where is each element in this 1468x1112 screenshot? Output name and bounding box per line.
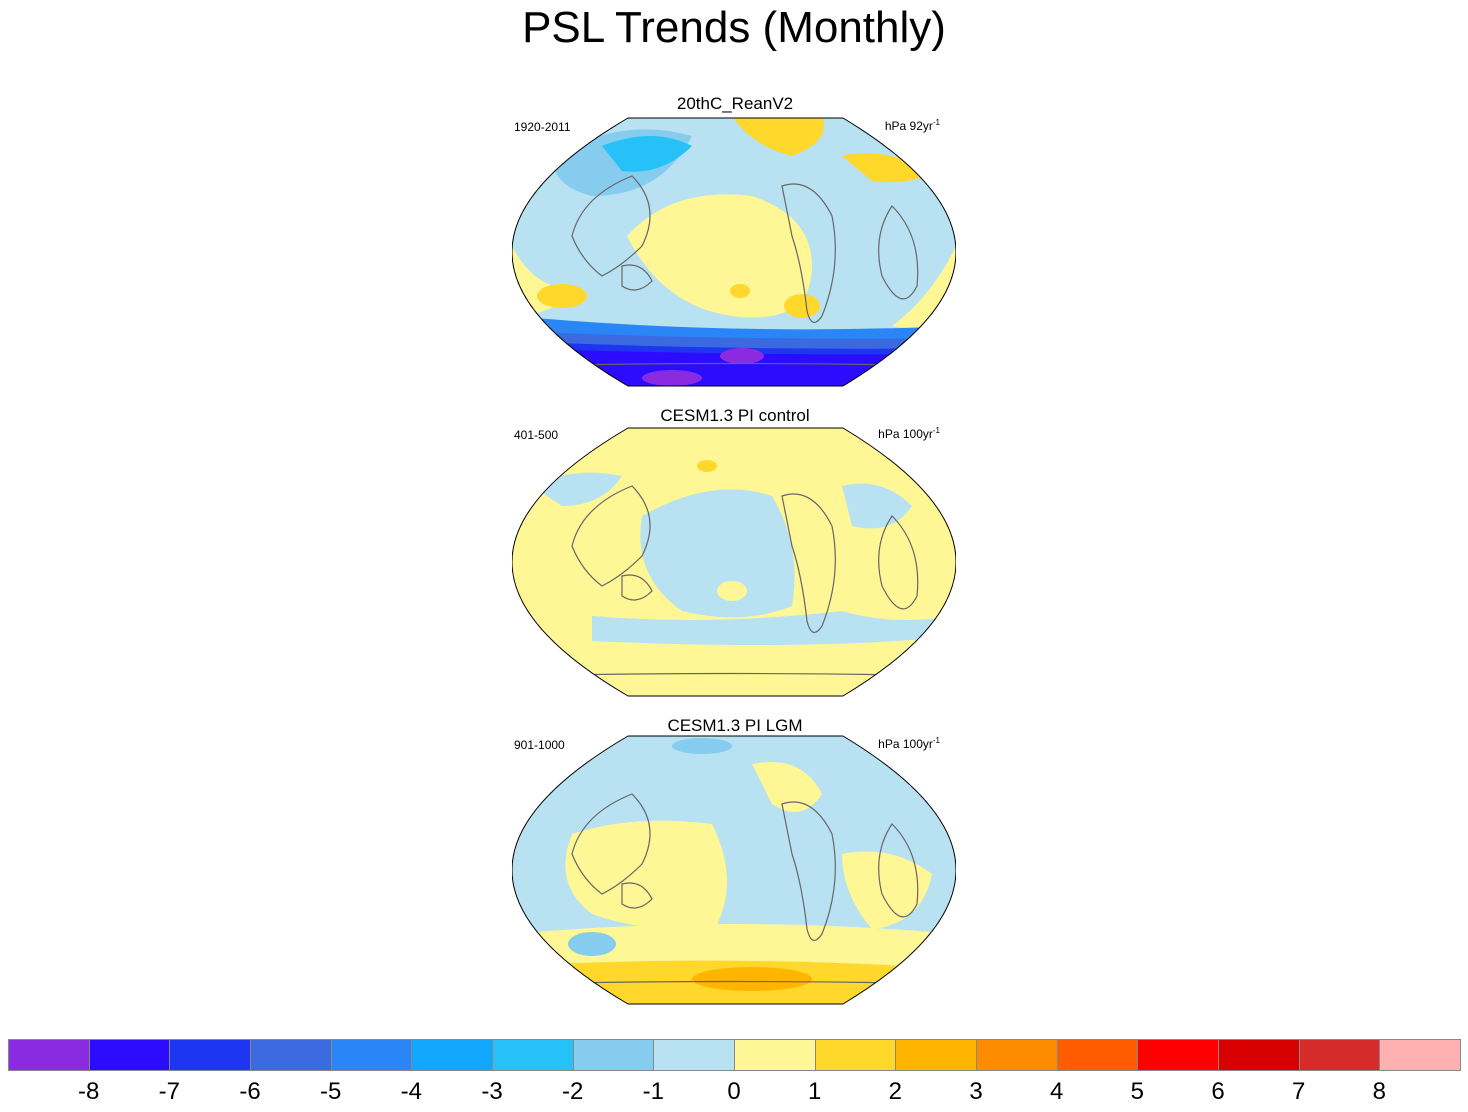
colorbar-tick-label: 2 — [888, 1078, 902, 1105]
panel-pi-control: CESM1.3 PI control 401-500 hPa 100yr-1 — [505, 400, 965, 700]
colorbar-tick-label: 4 — [1049, 1078, 1064, 1105]
panel-title: CESM1.3 PI LGM — [667, 716, 803, 735]
colorbar-tick-label: 0 — [727, 1078, 741, 1105]
colorbar-tick-label: -1 — [642, 1078, 664, 1105]
colorbar-swatch — [895, 1039, 977, 1071]
colorbar-swatch — [1298, 1039, 1381, 1071]
colorbar-tick-label: 8 — [1372, 1078, 1386, 1105]
panel-reanalysis: 20thC_ReanV2 1920-2011 hPa 92yr-1 — [505, 92, 965, 392]
panel-units: hPa 100yr-1 — [878, 426, 940, 441]
colorbar-swatch — [8, 1039, 90, 1071]
colorbar-swatch — [1218, 1039, 1300, 1071]
colorbar-swatch — [88, 1039, 171, 1071]
colorbar-swatch — [411, 1039, 493, 1071]
panel-title: 20thC_ReanV2 — [676, 94, 794, 113]
map-reanalysis — [512, 117, 956, 387]
colorbar-swatch — [330, 1039, 413, 1071]
colorbar-tick-label: 1 — [807, 1078, 822, 1105]
colorbar-swatch — [492, 1039, 574, 1071]
panel-period: 1920-2011 — [514, 120, 571, 134]
colorbar-tick-label: -4 — [400, 1078, 422, 1105]
panel-period: 901-1000 — [514, 738, 565, 752]
colorbar-swatch — [1379, 1039, 1461, 1071]
panel-title: CESM1.3 PI control — [660, 406, 810, 425]
colorbar-swatch — [572, 1039, 655, 1071]
colorbar-swatch — [1056, 1039, 1139, 1071]
colorbar-tick-label: 6 — [1211, 1078, 1225, 1105]
colorbar-tick-label: -7 — [158, 1078, 180, 1105]
map-pi-lgm — [512, 735, 956, 1005]
colorbar-tick-label: 7 — [1291, 1078, 1306, 1105]
colorbar-swatch — [653, 1039, 735, 1071]
colorbar-swatch — [814, 1039, 897, 1071]
colorbar-tick-label: 5 — [1130, 1078, 1144, 1105]
panel-period: 401-500 — [514, 428, 559, 442]
panel-units: hPa 100yr-1 — [878, 736, 940, 751]
colorbar-tick-label: -3 — [481, 1078, 503, 1105]
colorbar-swatch — [250, 1039, 332, 1071]
colorbar-tick-label: -6 — [239, 1078, 261, 1105]
colorbar-swatch — [169, 1039, 251, 1071]
colorbar-tick-label: -2 — [561, 1078, 584, 1105]
colorbar-tick-label: 3 — [969, 1078, 983, 1105]
panel-pi-lgm: CESM1.3 PI LGM 901-1000 hPa 100yr-1 — [505, 710, 965, 1010]
colorbar-tick-label: -8 — [77, 1078, 100, 1105]
colorbar-tick-label: -5 — [319, 1078, 342, 1105]
map-pi-control — [512, 427, 956, 697]
colorbar-swatch — [976, 1039, 1058, 1071]
colorbar-swatch — [734, 1039, 816, 1071]
colorbar — [8, 1039, 1461, 1073]
panel-units: hPa 92yr-1 — [884, 118, 940, 133]
figure-title: PSL Trends (Monthly) — [522, 3, 946, 52]
colorbar-swatch — [1137, 1039, 1219, 1071]
